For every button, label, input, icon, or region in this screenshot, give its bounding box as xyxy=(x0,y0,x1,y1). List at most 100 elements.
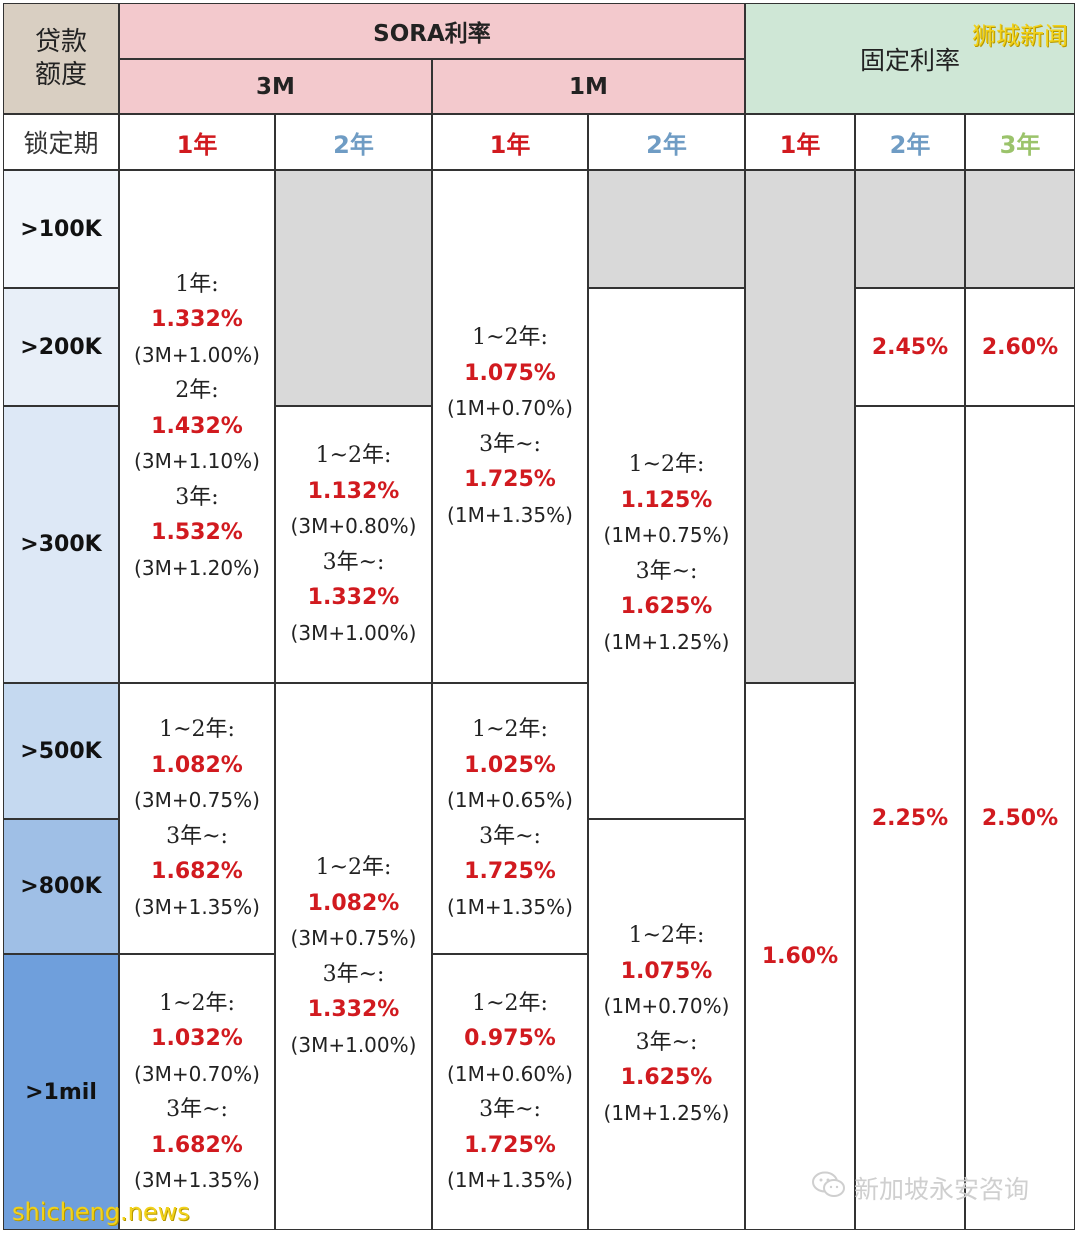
rate-spread-formula: (1M+0.75%) xyxy=(603,523,730,547)
term-condition-label: 3年~: xyxy=(322,549,385,575)
term-label: 3年 xyxy=(999,130,1041,159)
term-condition-label: 3年: xyxy=(175,484,219,510)
row-label-1mil: >1mil xyxy=(3,954,119,1230)
unavailable-cell-fixed-2y xyxy=(855,170,965,288)
term-label: 2年 xyxy=(333,130,374,159)
term-label: 1年 xyxy=(779,130,821,159)
rate-spread-formula: (3M+1.00%) xyxy=(290,1032,417,1057)
term-condition-label: 3年~: xyxy=(479,823,541,849)
interest-rate-value: 1.682% xyxy=(151,1132,243,1158)
watermark-bottom-left: shicheng.news xyxy=(12,1198,190,1226)
sora-3m-label: 3M xyxy=(256,73,295,100)
interest-rate-value: 1.082% xyxy=(151,752,243,778)
fixed-rate-value: 2.50% xyxy=(981,805,1059,831)
rate-cell-1m-1y-100k-300k: 1~2年: 1.075% (1M+0.70%) 3年~: 1.725% (1M+1.35%… xyxy=(432,170,588,683)
rate-spread-formula: (1M+1.25%) xyxy=(603,1100,730,1125)
row-label-100k: >100K xyxy=(3,170,119,288)
loan-amount-label: 贷款 额度 xyxy=(34,26,87,90)
wechat-watermark: 新加坡永安咨询 xyxy=(812,1170,1029,1206)
rate-cell-fixed-3y-300k-1mil: 2.50% xyxy=(965,406,1075,1230)
term-label: 2年 xyxy=(889,130,931,159)
rate-cell-1m-1y-1mil: 1~2年: 0.975% (1M+0.60%) 3年~: 1.725% (1M+1.35%… xyxy=(432,954,588,1230)
wechat-icon xyxy=(812,1171,846,1205)
interest-rate-value: 1.082% xyxy=(307,890,400,916)
rate-spread-formula: (3M+0.80%) xyxy=(290,514,417,538)
interest-rate-value: 1.032% xyxy=(151,1026,243,1051)
rate-spread-formula: (1M+1.35%) xyxy=(447,502,573,527)
term-condition-label: 1年: xyxy=(175,271,219,297)
interest-rate-value: 0.975% xyxy=(464,1026,556,1051)
rate-cell-fixed-2y-200k: 2.45% xyxy=(855,288,965,406)
unavailable-cell-fixed-1y xyxy=(745,170,855,683)
interest-rate-value: 1.075% xyxy=(464,360,556,386)
term-condition-label: 1~2年: xyxy=(159,990,235,1016)
row-label-500k: >500K xyxy=(3,683,119,819)
term-header-c4: 1年 xyxy=(745,114,855,170)
interest-rate-value: 1.332% xyxy=(307,997,400,1022)
loan-tier-label: >1mil xyxy=(25,1079,97,1105)
rate-cell-3m-2y-500k-1mil: 1~2年: 1.082% (3M+0.75%) 3年~: 1.332% (3M+1.00%… xyxy=(275,683,432,1230)
sora-1m-label: 1M xyxy=(569,73,608,100)
loan-tier-label: >100K xyxy=(20,216,102,242)
rate-spread-formula: (3M+1.00%) xyxy=(290,620,417,645)
rate-spread-formula: (1M+0.70%) xyxy=(447,396,573,420)
fixed-rate-header: 固定利率 xyxy=(745,3,1075,114)
fixed-rate-value: 2.25% xyxy=(871,805,949,831)
row-label-300k: >300K xyxy=(3,406,119,683)
watermark-top-right: 狮城新闻 xyxy=(972,22,1068,50)
fixed-rate-value: 2.45% xyxy=(871,334,949,360)
lock-period-label: 锁定期 xyxy=(23,129,99,158)
interest-rate-value: 1.725% xyxy=(464,467,556,492)
rate-spread-formula: (3M+1.00%) xyxy=(134,342,260,367)
loan-tier-label: >800K xyxy=(20,874,102,899)
interest-rate-value: 1.725% xyxy=(464,1132,556,1158)
rate-spread-formula: (3M+0.70%) xyxy=(134,1061,260,1086)
term-condition-label: 1~2年: xyxy=(315,855,392,880)
unavailable-cell-3m-2y xyxy=(275,170,432,406)
term-condition-label: 1~2年: xyxy=(472,325,548,350)
term-condition-label: 3年~: xyxy=(635,558,698,584)
term-header-c6: 3年 xyxy=(965,114,1075,170)
interest-rate-value: 1.725% xyxy=(464,859,556,884)
term-condition-label: 1~2年: xyxy=(472,717,548,742)
term-header-c5: 2年 xyxy=(855,114,965,170)
rate-cell-fixed-2y-300k-1mil: 2.25% xyxy=(855,406,965,1230)
sora-rate-header: SORA利率 xyxy=(119,3,745,59)
rate-cell-1m-2y-800k-1mil: 1~2年: 1.075% (1M+0.70%) 3年~: 1.625% (1M+1.25%… xyxy=(588,819,745,1230)
term-header-c2: 1年 xyxy=(432,114,588,170)
fixed-rate-value: 2.60% xyxy=(981,334,1059,360)
rate-spread-formula: (3M+1.10%) xyxy=(134,449,260,474)
loan-tier-label: >500K xyxy=(20,738,102,764)
interest-rate-value: 1.332% xyxy=(151,307,243,333)
term-label: 2年 xyxy=(646,130,687,159)
interest-rate-value: 1.625% xyxy=(620,594,713,619)
rate-cell-3m-2y-300k: 1~2年: 1.132% (3M+0.80%) 3年~: 1.332% (3M+1.00%… xyxy=(275,406,432,683)
rate-spread-formula: (3M+1.35%) xyxy=(134,894,260,919)
term-condition-label: 3年~: xyxy=(322,961,385,987)
rate-cell-3m-1y-500k-800k: 1~2年: 1.082% (3M+0.75%) 3年~: 1.682% (3M+1.35%… xyxy=(119,683,275,954)
rate-spread-formula: (3M+1.20%) xyxy=(134,555,260,580)
lock-period-label-cell: 锁定期 xyxy=(3,114,119,170)
term-condition-label: 2年: xyxy=(175,378,219,404)
interest-rate-value: 1.075% xyxy=(620,958,713,984)
interest-rate-value: 1.025% xyxy=(464,752,556,778)
fixed-rate-value: 1.60% xyxy=(761,944,839,969)
term-condition-label: 3年~: xyxy=(166,823,228,849)
rate-spread-formula: (1M+0.60%) xyxy=(447,1061,573,1086)
term-header-c3: 2年 xyxy=(588,114,745,170)
sora-3m-header: 3M xyxy=(119,59,432,114)
rate-spread-formula: (3M+0.75%) xyxy=(290,926,417,950)
rate-cell-fixed-3y-200k: 2.60% xyxy=(965,288,1075,406)
row-label-200k: >200K xyxy=(3,288,119,406)
loan-tier-label: >200K xyxy=(20,334,102,360)
term-label: 1年 xyxy=(489,130,531,159)
term-label: 1年 xyxy=(176,130,218,159)
term-header-c1: 2年 xyxy=(275,114,432,170)
unavailable-cell-fixed-3y xyxy=(965,170,1075,288)
term-condition-label: 3年~: xyxy=(479,1097,541,1122)
rate-cell-3m-1y-1mil: 1~2年: 1.032% (3M+0.70%) 3年~: 1.682% (3M+1.35%… xyxy=(119,954,275,1230)
interest-rate-value: 1.532% xyxy=(151,520,243,546)
interest-rate-value: 1.682% xyxy=(151,859,243,884)
rate-spread-formula: (1M+1.35%) xyxy=(447,1168,573,1192)
rate-spread-formula: (3M+0.75%) xyxy=(134,788,260,812)
